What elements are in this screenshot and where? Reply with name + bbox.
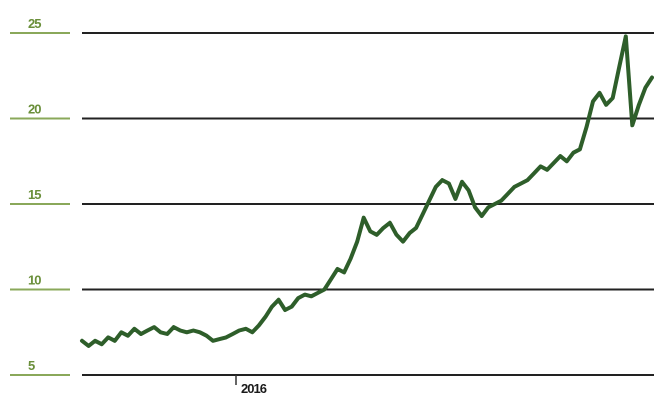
y-tick-label: 5 xyxy=(28,358,35,373)
series-layer xyxy=(80,34,654,348)
x-tick-label: 2016 xyxy=(241,381,267,396)
y-tick-label: 15 xyxy=(28,187,41,202)
series-line xyxy=(80,34,654,348)
x-axis-ticks: 2016 xyxy=(235,375,268,396)
y-tick-label: 20 xyxy=(28,102,41,117)
grid-lines xyxy=(82,32,654,376)
y-axis-ticks: 5 10 15 20 25 xyxy=(10,16,70,376)
y-tick-label: 10 xyxy=(28,273,41,288)
y-tick-label: 25 xyxy=(28,16,41,31)
